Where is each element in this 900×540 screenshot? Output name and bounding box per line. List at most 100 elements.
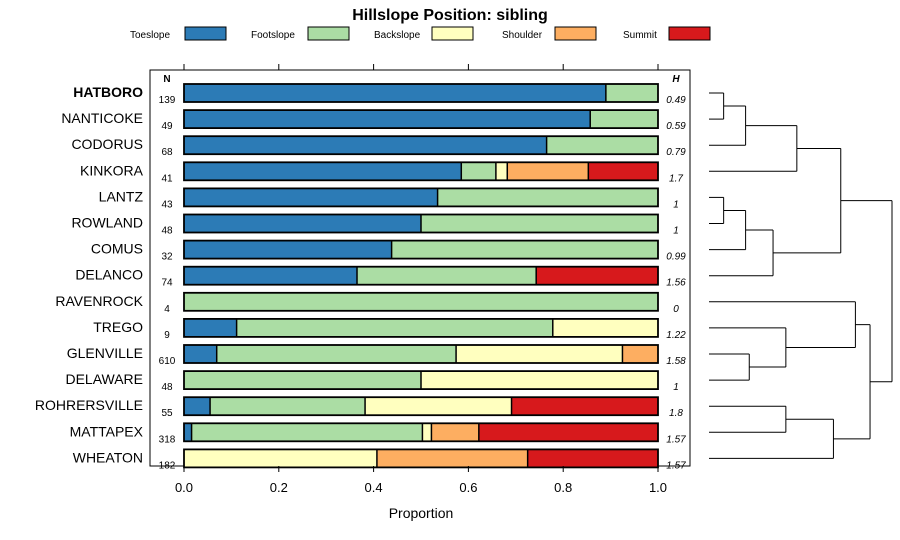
row-n-value: 41 xyxy=(161,173,173,184)
row-label: NANTICOKE xyxy=(61,110,143,126)
bar-segment-toeslope xyxy=(184,110,591,129)
legend-label-footslope: Footslope xyxy=(251,30,295,41)
row-n-value: 182 xyxy=(159,460,176,471)
row-n-value: 48 xyxy=(161,226,173,237)
row-n-value: 68 xyxy=(161,147,173,158)
bar-segment-toeslope xyxy=(184,345,217,363)
x-tick-label: 0.2 xyxy=(270,480,288,495)
row-n-value: 48 xyxy=(161,382,173,393)
bar-outline xyxy=(183,83,659,103)
bar-segment-backslope xyxy=(422,423,432,442)
bar-segment-summit xyxy=(527,449,658,468)
row-h-value: 1 xyxy=(673,226,679,237)
x-axis-top-ticks xyxy=(183,64,659,70)
row-h-value: 0.49 xyxy=(666,95,686,106)
bar-segment-footslope xyxy=(437,188,658,207)
dendrogram xyxy=(709,92,893,459)
row-h-value: 1.8 xyxy=(669,408,683,419)
row-n-value: 32 xyxy=(161,252,173,263)
row-n-value: 9 xyxy=(164,330,170,341)
row-n-value: 43 xyxy=(161,199,173,210)
row-label: CODORUS xyxy=(71,136,143,152)
bar-segment-backslope xyxy=(495,162,508,181)
bar-segment-toeslope xyxy=(184,214,421,233)
row-label: GLENVILLE xyxy=(67,345,143,361)
bar-segment-footslope xyxy=(184,292,658,311)
bar-segment-footslope xyxy=(605,84,658,102)
bar-segment-footslope xyxy=(590,110,658,129)
row-h-value: 1 xyxy=(673,382,679,393)
x-tick-label: 0.0 xyxy=(175,480,193,495)
row-label: KINKORA xyxy=(80,162,144,178)
bar-segment-backslope xyxy=(421,371,658,390)
row-h-value: 1.7 xyxy=(669,173,683,184)
legend-label-shoulder: Shoulder xyxy=(502,30,543,41)
row-n-value: 74 xyxy=(161,278,173,289)
bar-segment-footslope xyxy=(191,423,423,442)
bar-segment-toeslope xyxy=(184,188,438,207)
row-label: RAVENROCK xyxy=(55,293,143,309)
bar-segment-summit xyxy=(478,423,658,442)
bar-outline xyxy=(183,291,659,312)
bar-segment-shoulder xyxy=(431,423,479,442)
bar-outline xyxy=(183,422,659,443)
bar-segment-shoulder xyxy=(376,449,528,468)
bar-outline xyxy=(183,135,659,156)
legend-label-toeslope: Toeslope xyxy=(130,30,170,41)
bar-outline xyxy=(183,265,659,286)
bar-segment-footslope xyxy=(546,136,658,155)
bar-segment-toeslope xyxy=(184,423,192,442)
row-h-value: 1 xyxy=(673,199,679,210)
bar-segment-footslope xyxy=(216,345,457,363)
legend-swatch-footslope xyxy=(307,26,350,41)
row-label: HATBORO xyxy=(73,84,143,100)
legend-swatch-shoulder xyxy=(554,26,597,41)
row-n-value: 55 xyxy=(161,408,173,419)
row-h-value: 0.79 xyxy=(666,147,686,158)
x-tick-label: 0.4 xyxy=(365,480,383,495)
row-n-value: 610 xyxy=(159,356,176,367)
bar-segment-summit xyxy=(536,266,658,285)
bar-outline xyxy=(183,344,659,364)
bar-segment-toeslope xyxy=(184,240,392,259)
bar-segment-backslope xyxy=(365,397,512,416)
bar-segment-toeslope xyxy=(184,84,606,102)
bar-segment-summit xyxy=(588,162,658,181)
bar-segment-toeslope xyxy=(184,136,547,155)
legend-swatch-backslope xyxy=(431,26,474,41)
bar-segment-toeslope xyxy=(184,318,237,337)
bar-segment-toeslope xyxy=(184,266,358,285)
row-label: COMUS xyxy=(91,241,143,257)
bar-segment-footslope xyxy=(184,371,421,390)
bar-segment-summit xyxy=(511,397,658,416)
bar-segment-footslope xyxy=(236,318,553,337)
bar-segment-toeslope xyxy=(184,162,462,181)
row-n-value: 4 xyxy=(164,304,170,315)
row-h-value: 1.22 xyxy=(666,330,686,341)
chart-title: Hillslope Position: sibling xyxy=(352,7,548,24)
bar-outline xyxy=(183,161,659,182)
bar-segment-backslope xyxy=(184,449,377,468)
bar-outline xyxy=(183,448,659,469)
row-label: LANTZ xyxy=(99,188,144,204)
bar-outline xyxy=(183,370,659,391)
bar-outline xyxy=(183,317,659,338)
x-tick-label: 0.6 xyxy=(459,480,477,495)
row-h-value: 1.58 xyxy=(666,356,686,367)
bar-segment-footslope xyxy=(461,162,496,181)
bar-outline xyxy=(183,239,659,260)
bar-segment-shoulder xyxy=(622,345,658,363)
bar-outline xyxy=(183,109,659,129)
row-label: ROWLAND xyxy=(71,215,143,231)
row-h-value: 1.57 xyxy=(666,434,686,445)
bar-segment-footslope xyxy=(421,214,658,233)
row-label: ROHRERSVILLE xyxy=(35,397,143,413)
bar-outline xyxy=(183,213,659,234)
bar-segment-shoulder xyxy=(507,162,589,181)
row-label: WHEATON xyxy=(73,449,143,465)
legend-swatch-summit xyxy=(668,26,711,41)
row-n-value: 139 xyxy=(159,95,176,106)
x-axis-label: Proportion xyxy=(389,505,454,521)
legend: Toeslope Footslope Backslope Shoulder Summit xyxy=(130,26,711,41)
